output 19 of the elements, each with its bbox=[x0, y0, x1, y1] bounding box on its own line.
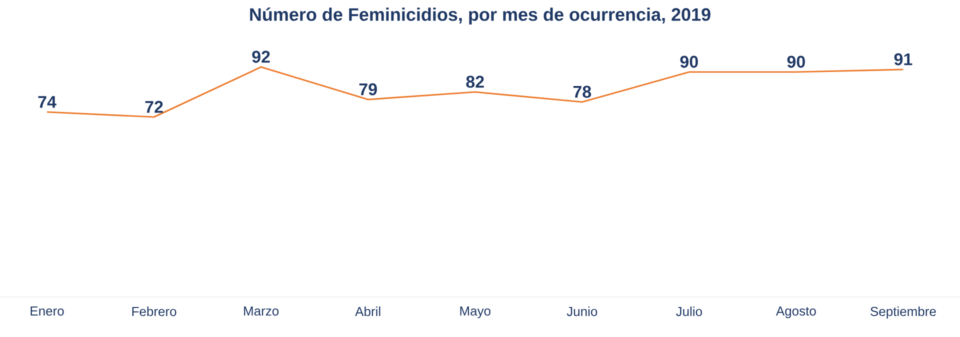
data-label: 72 bbox=[145, 100, 163, 113]
x-tick-label: Marzo bbox=[244, 306, 279, 316]
x-tick-label: Julio bbox=[676, 306, 702, 316]
x-tick-label: Septiembre bbox=[870, 306, 936, 319]
x-tick-label: Agosto bbox=[776, 306, 816, 318]
data-label: 82 bbox=[466, 76, 484, 88]
x-tick-label: Junio bbox=[566, 306, 598, 316]
x-tick-label: Enero bbox=[30, 306, 64, 316]
data-label: 78 bbox=[573, 86, 592, 98]
chart-title: Número de Feminicidios, por mes de ocurrencia, 2019 bbox=[250, 8, 710, 24]
data-label: 90 bbox=[787, 56, 805, 68]
x-tick-label: Mayo bbox=[460, 306, 490, 318]
data-label: 91 bbox=[894, 53, 912, 66]
data-label: 90 bbox=[680, 56, 698, 68]
data-label: 79 bbox=[359, 83, 377, 96]
data-label: 74 bbox=[38, 96, 56, 108]
data-label: 92 bbox=[252, 50, 270, 63]
x-tick-label: Abril bbox=[355, 306, 380, 316]
x-tick-label: Febrero bbox=[132, 306, 176, 316]
